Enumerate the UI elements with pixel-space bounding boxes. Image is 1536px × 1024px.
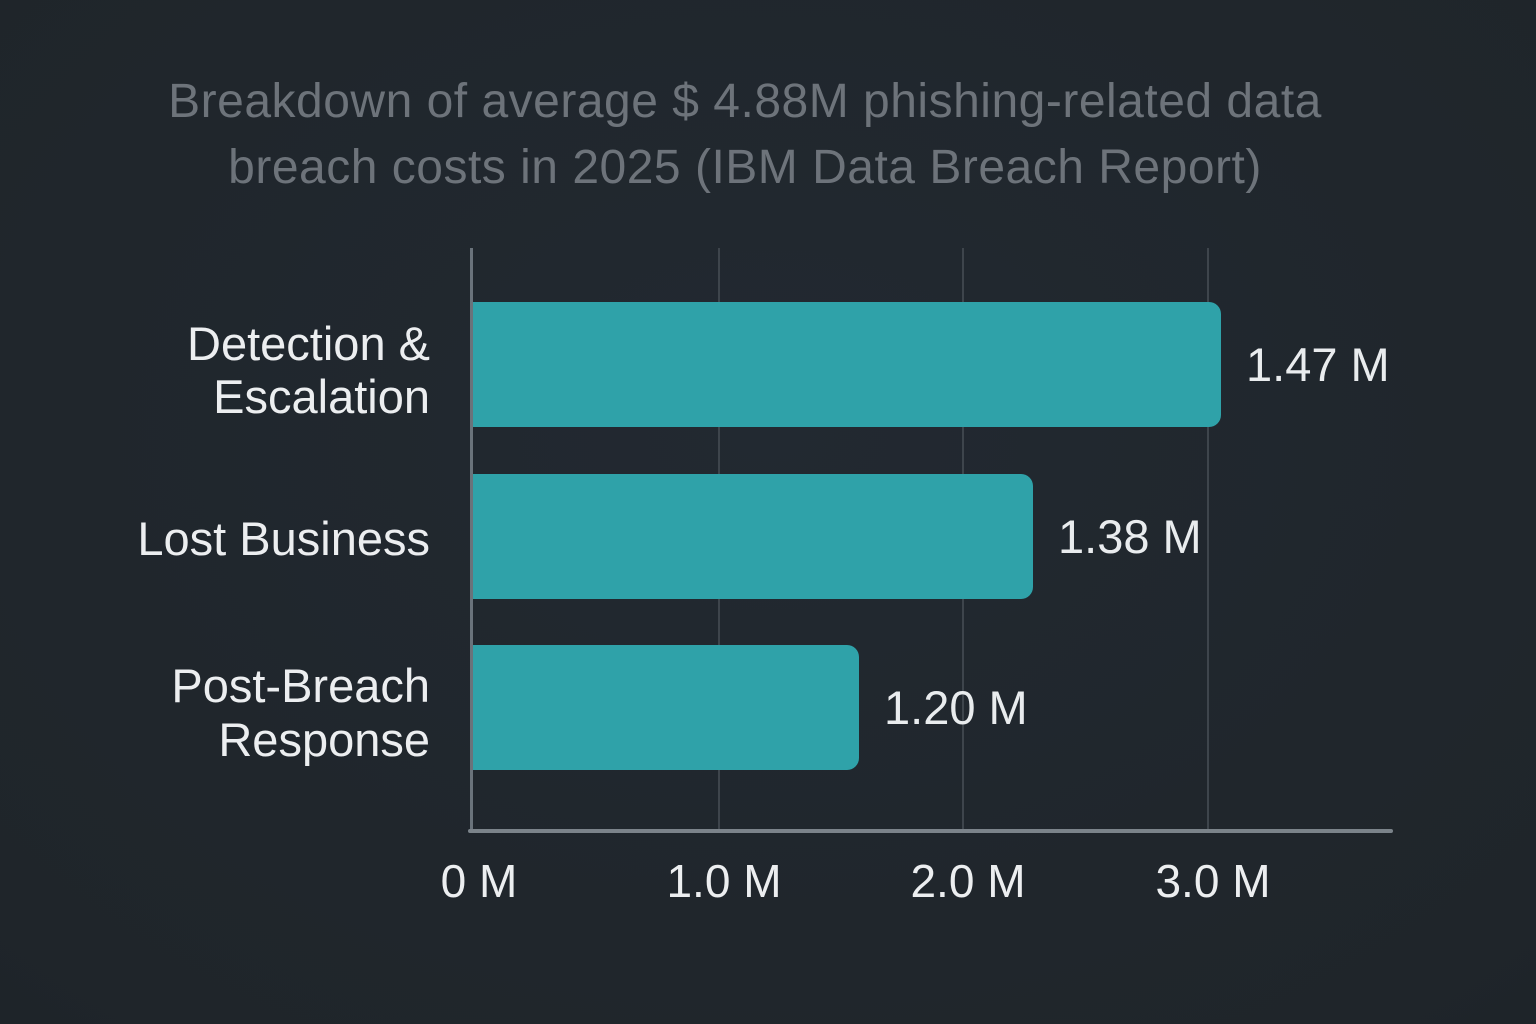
category-label-post-breach-response: Post-Breach Response — [60, 659, 430, 767]
category-label-line: Escalation — [213, 370, 430, 423]
bar-row-post-breach-response: 1.20 M — [473, 645, 1028, 770]
x-tick-label-1: 1.0 M — [666, 855, 782, 907]
x-tick-label-2: 2.0 M — [910, 855, 1026, 907]
value-label-lost-business: 1.38 M — [1058, 510, 1202, 563]
bar-detection-escalation — [473, 302, 1221, 427]
x-tick-label-0: 0 M — [440, 855, 518, 907]
x-axis-line — [468, 829, 1393, 833]
bar-lost-business — [473, 474, 1033, 599]
category-label-line: Detection & — [187, 317, 430, 370]
x-tick-label-3: 3.0 M — [1155, 855, 1271, 907]
category-label-lost-business: Lost Business — [60, 512, 430, 565]
chart-title-line-2: breach costs in 2025 (IBM Data Breach Re… — [228, 141, 1262, 194]
chart-title-line-1: Breakdown of average $ 4.88M phishing-re… — [168, 75, 1322, 128]
value-label-detection-escalation: 1.47 M — [1246, 338, 1390, 391]
value-label-post-breach-response: 1.20 M — [884, 681, 1028, 734]
category-label-line: Lost Business — [137, 512, 430, 565]
bar-row-lost-business: 1.38 M — [473, 474, 1202, 599]
category-label-line: Response — [218, 713, 430, 766]
plot-area: 1.47 M 1.38 M 1.20 M — [468, 248, 1395, 833]
category-label-line: Post-Breach — [171, 659, 430, 712]
gridline — [1207, 248, 1209, 830]
bar-post-breach-response — [473, 645, 859, 770]
bar-row-detection-escalation: 1.47 M — [473, 302, 1390, 427]
y-axis-line — [470, 248, 473, 832]
category-label-detection-escalation: Detection & Escalation — [60, 317, 430, 423]
chart-title: Breakdown of average $ 4.88M phishing-re… — [0, 69, 1490, 201]
